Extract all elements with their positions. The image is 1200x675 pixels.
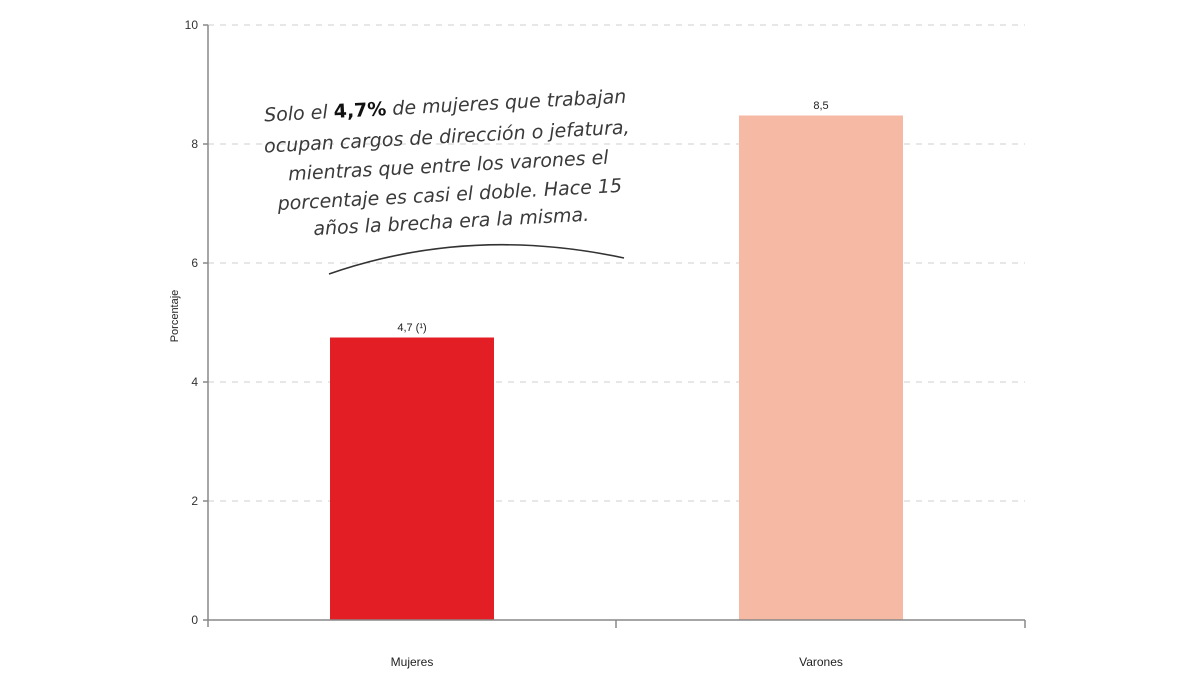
y-tick-2: 2 xyxy=(191,494,198,508)
annotation: Solo el 4,7% de mujeres que trabajan ocu… xyxy=(264,86,631,241)
x-axis xyxy=(208,619,1026,628)
y-axis xyxy=(203,24,209,627)
bar-mujeres xyxy=(330,337,494,620)
y-tick-4: 4 xyxy=(191,375,198,389)
annotation-curve xyxy=(328,243,625,275)
value-label-mujeres: 4,7 (¹) xyxy=(397,322,426,334)
y-tick-labels: 0 2 4 6 8 10 xyxy=(185,18,199,627)
y-axis-title: Porcentaje xyxy=(169,290,181,343)
y-tick-6: 6 xyxy=(191,256,198,270)
x-label-mujeres: Mujeres xyxy=(391,655,434,669)
x-label-varones: Varones xyxy=(799,655,843,669)
y-tick-10: 10 xyxy=(185,18,199,32)
bar-varones xyxy=(739,115,903,620)
value-label-varones: 8,5 xyxy=(813,100,828,112)
y-tick-8: 8 xyxy=(191,137,198,151)
y-tick-0: 0 xyxy=(191,613,198,627)
